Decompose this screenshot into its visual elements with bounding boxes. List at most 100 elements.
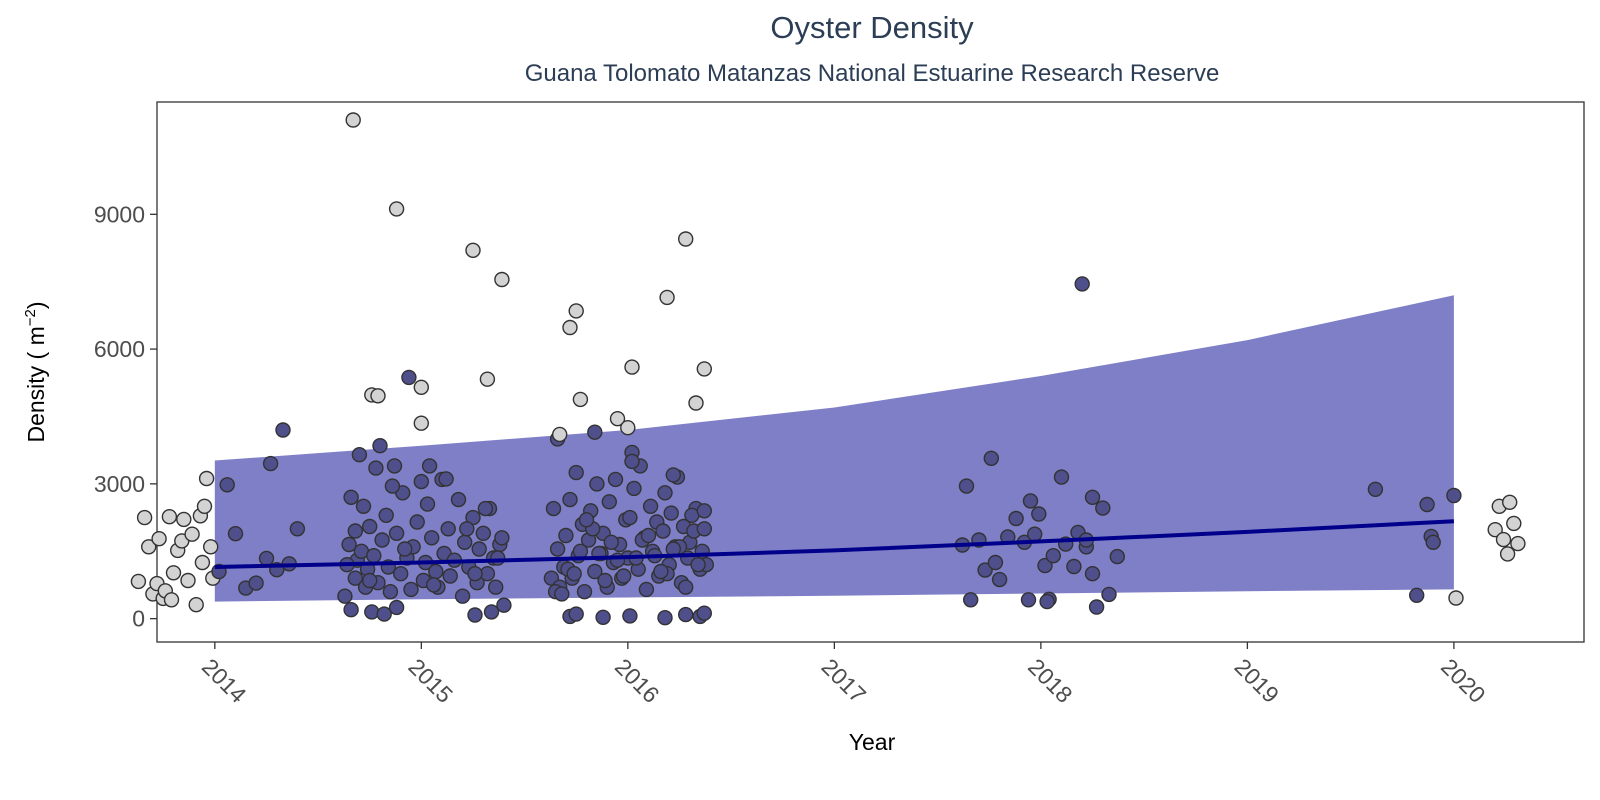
data-point <box>496 597 512 613</box>
data-point <box>607 471 624 488</box>
data-point-high <box>413 379 429 395</box>
data-point <box>597 572 613 589</box>
x-axis: 2014 2015 2016 2017 2018 2019 2020 <box>197 642 1491 708</box>
data-point <box>176 511 192 528</box>
data-point <box>958 478 975 494</box>
data-point <box>991 571 1008 588</box>
data-point <box>1074 276 1090 292</box>
x-tick-label: 2017 <box>817 653 872 708</box>
data-point <box>1501 494 1518 510</box>
data-point <box>347 523 363 539</box>
data-point <box>690 557 706 573</box>
data-point <box>589 476 605 492</box>
data-point <box>1084 489 1101 505</box>
data-point <box>983 450 999 466</box>
data-point <box>403 581 419 598</box>
data-point <box>1109 548 1126 565</box>
data-point <box>1020 592 1037 608</box>
data-point-high <box>465 242 481 259</box>
data-point <box>1031 506 1047 522</box>
data-point <box>262 455 279 472</box>
data-point <box>490 550 506 566</box>
data-point <box>987 554 1004 571</box>
data-point-high <box>562 319 578 336</box>
data-point <box>1448 590 1464 606</box>
data-point <box>545 500 562 517</box>
data-point-high <box>620 420 636 436</box>
data-point <box>558 527 574 544</box>
data-point <box>163 592 180 608</box>
data-point <box>1053 469 1070 485</box>
data-point-high <box>624 359 640 375</box>
data-point <box>440 521 456 537</box>
data-point <box>622 509 638 526</box>
data-point <box>663 505 679 521</box>
data-point <box>368 460 384 476</box>
data-point-high <box>494 271 510 288</box>
data-point <box>467 607 483 623</box>
data-point <box>337 588 353 604</box>
data-point <box>1506 515 1522 532</box>
data-point <box>151 531 167 547</box>
data-point <box>568 606 584 622</box>
data-point <box>578 512 595 528</box>
data-point <box>1408 587 1425 603</box>
data-point <box>184 526 200 542</box>
data-point <box>488 579 504 595</box>
data-point-high <box>688 395 704 411</box>
y-axis-title-prefix: Density ( m <box>23 326 49 442</box>
data-point <box>1037 557 1053 574</box>
data-point <box>364 604 380 620</box>
data-point <box>1510 535 1526 552</box>
data-point <box>442 568 458 584</box>
data-point <box>572 543 589 559</box>
data-point <box>382 584 399 600</box>
data-point <box>1495 531 1512 548</box>
data-point <box>248 575 264 591</box>
data-point <box>219 477 235 493</box>
data-point <box>494 530 510 546</box>
data-point <box>140 539 157 555</box>
data-point <box>1026 526 1043 542</box>
data-point <box>665 467 681 483</box>
y-tick-label: 6000 <box>94 336 145 362</box>
data-point-high <box>568 303 584 319</box>
y-tick-label: 0 <box>132 606 145 632</box>
data-point-high <box>696 361 712 377</box>
data-point <box>467 566 483 582</box>
data-point <box>696 521 712 537</box>
data-point <box>977 562 993 578</box>
data-point <box>638 581 655 598</box>
confidence-ribbon-layer <box>214 295 1454 602</box>
data-point <box>1425 534 1441 550</box>
data-point <box>1066 558 1082 575</box>
data-point <box>136 509 153 526</box>
data-point <box>378 507 394 523</box>
data-point <box>471 541 487 557</box>
data-point <box>194 554 211 571</box>
data-point <box>450 491 467 508</box>
data-point <box>393 566 409 582</box>
data-point-high <box>678 231 694 247</box>
x-axis-title: Year <box>849 729 896 755</box>
data-point <box>640 527 657 544</box>
data-point <box>1084 566 1101 582</box>
data-point <box>1039 593 1055 610</box>
data-point <box>355 498 372 514</box>
data-point-high <box>345 112 361 128</box>
y-tick-label: 9000 <box>94 201 145 227</box>
x-tick-label: 2015 <box>403 653 458 708</box>
data-point <box>622 608 638 624</box>
data-point-high <box>609 411 626 427</box>
chart-title: Oyster Density <box>770 10 974 45</box>
data-point <box>372 438 388 454</box>
data-point-high <box>552 426 568 443</box>
data-point <box>483 604 500 620</box>
y-axis-title-suffix: ) <box>23 301 49 309</box>
data-point <box>341 536 357 553</box>
data-point-high <box>572 391 589 408</box>
trend-line-layer <box>214 519 1455 569</box>
data-point <box>549 541 566 557</box>
data-point <box>1022 493 1039 509</box>
data-point <box>1101 586 1117 603</box>
